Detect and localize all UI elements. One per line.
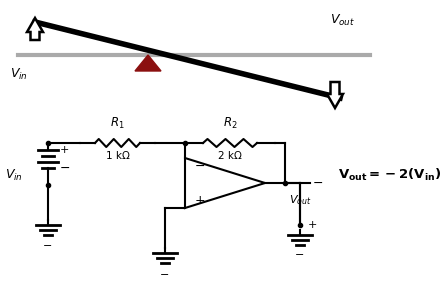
Text: −: − bbox=[295, 250, 305, 260]
Text: −: − bbox=[313, 177, 323, 190]
FancyArrow shape bbox=[327, 82, 343, 108]
Polygon shape bbox=[135, 55, 161, 71]
Text: $V_{out}$: $V_{out}$ bbox=[330, 13, 355, 28]
Text: $R_1$: $R_1$ bbox=[110, 116, 125, 131]
Text: −: − bbox=[43, 241, 53, 251]
Text: −: − bbox=[160, 270, 170, 280]
Text: +: + bbox=[308, 220, 317, 230]
Polygon shape bbox=[185, 158, 265, 208]
Text: 2 kΩ: 2 kΩ bbox=[218, 151, 242, 161]
Text: $\mathbf{V_{out}=-2(V_{in})}$: $\mathbf{V_{out}=-2(V_{in})}$ bbox=[338, 167, 442, 183]
Text: −: − bbox=[195, 160, 206, 173]
FancyArrow shape bbox=[27, 18, 43, 40]
Text: +: + bbox=[60, 145, 70, 155]
Text: $V_{out}$: $V_{out}$ bbox=[289, 193, 311, 207]
Text: $R_2$: $R_2$ bbox=[223, 116, 237, 131]
Text: +: + bbox=[195, 194, 206, 206]
Text: $V_{in}$: $V_{in}$ bbox=[5, 167, 23, 183]
Text: $V_{in}$: $V_{in}$ bbox=[10, 67, 28, 82]
Text: −: − bbox=[60, 162, 70, 175]
Text: 1 kΩ: 1 kΩ bbox=[105, 151, 129, 161]
